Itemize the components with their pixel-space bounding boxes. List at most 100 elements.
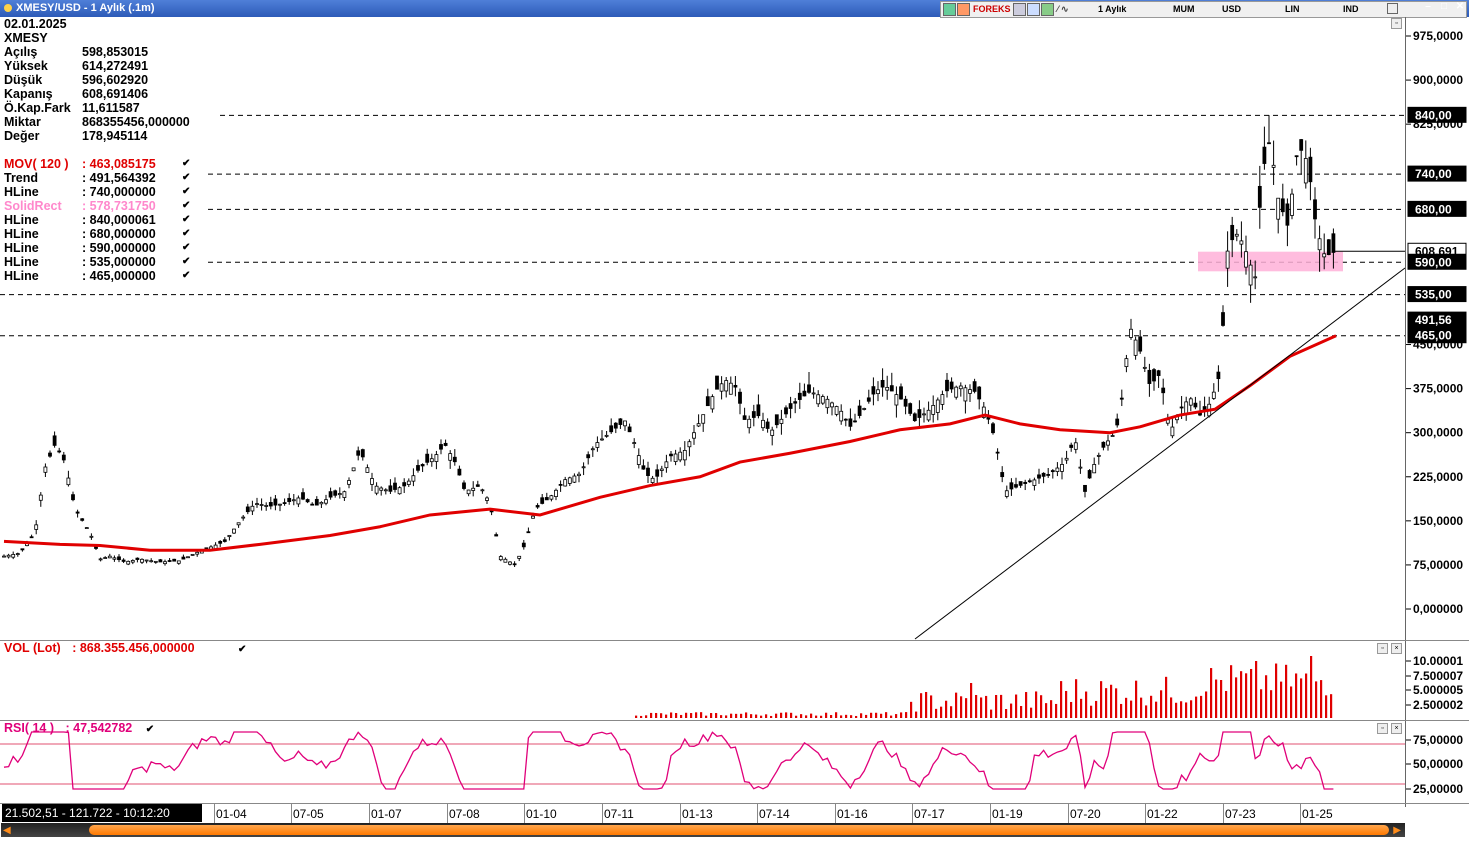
volume-bar bbox=[990, 709, 993, 718]
candle-body bbox=[788, 403, 793, 409]
candle-body bbox=[1027, 480, 1032, 483]
volume-label: VOL (Lot) : 868.355.456,000000 ✔ bbox=[4, 641, 246, 655]
draw-pencil-icon[interactable] bbox=[1041, 3, 1054, 16]
candle-body bbox=[544, 497, 549, 501]
volume-bar bbox=[800, 714, 803, 718]
candle-body bbox=[922, 413, 926, 416]
panel-divider-rsi[interactable] bbox=[0, 720, 1469, 721]
panel-divider-bottom bbox=[0, 803, 1469, 804]
close-icon[interactable]: ✕ bbox=[1455, 1, 1465, 12]
candle-body bbox=[1032, 479, 1037, 486]
indicator-value: : 680,000000 bbox=[82, 227, 156, 241]
candle-body bbox=[34, 524, 39, 530]
candle-body bbox=[1106, 440, 1110, 446]
volume-bar bbox=[980, 697, 983, 718]
rsi-tick-label: 75,00000 bbox=[1413, 733, 1463, 747]
scroll-left-icon[interactable]: ◀ bbox=[3, 825, 11, 836]
volume-bar bbox=[865, 714, 868, 718]
indicator-value: : 740,000000 bbox=[82, 185, 156, 199]
chart-settings-icon[interactable] bbox=[943, 3, 956, 16]
volume-bar bbox=[1050, 700, 1053, 718]
compare-icon[interactable] bbox=[1027, 3, 1040, 16]
candle-body bbox=[1069, 444, 1074, 448]
volume-bar bbox=[760, 715, 763, 718]
minimize-icon[interactable]: – bbox=[1425, 1, 1431, 12]
rsi-check-icon[interactable]: ✔ bbox=[145, 724, 155, 735]
candle-body bbox=[333, 490, 338, 496]
indicator-check-icon[interactable]: ✔ bbox=[182, 214, 191, 225]
candle-body bbox=[181, 556, 186, 560]
candle-body bbox=[1188, 398, 1193, 406]
indicator-check-icon[interactable]: ✔ bbox=[182, 186, 191, 197]
volume-panel-close-icon[interactable]: × bbox=[1391, 643, 1402, 654]
restore-icon[interactable]: □ bbox=[1440, 1, 1448, 12]
indicator-check-icon[interactable]: ✔ bbox=[182, 270, 191, 281]
candle-body bbox=[862, 408, 867, 410]
candle-body bbox=[43, 466, 48, 473]
candle-body bbox=[917, 409, 922, 418]
price-chart[interactable]: 975,0000900,0000825,0000450,0000375,0000… bbox=[0, 17, 1469, 807]
candle-body bbox=[347, 480, 351, 485]
candle-body bbox=[232, 528, 236, 534]
volume-bar bbox=[690, 713, 693, 718]
candle-body bbox=[494, 534, 499, 537]
indicator-check-icon[interactable]: ✔ bbox=[182, 158, 191, 169]
candle-body bbox=[66, 477, 71, 486]
main-panel-restore-icon[interactable]: ▫ bbox=[1391, 18, 1402, 29]
scroll-right-icon[interactable]: ▶ bbox=[1393, 825, 1401, 836]
volume-bar bbox=[900, 712, 903, 718]
volume-bar bbox=[710, 713, 713, 718]
time-tick bbox=[602, 804, 603, 823]
scroll-thumb[interactable] bbox=[89, 825, 1389, 835]
time-scrollbar[interactable]: ◀ ▶ bbox=[1, 823, 1405, 837]
info-key: Açılış bbox=[4, 45, 38, 59]
volume-bar bbox=[765, 714, 768, 718]
candle-body bbox=[926, 409, 931, 421]
time-tick bbox=[369, 804, 370, 823]
line-tool-icon[interactable]: ⁄ ∿ bbox=[1057, 4, 1069, 14]
info-key: Değer bbox=[4, 129, 40, 143]
scale-select[interactable]: LIN bbox=[1285, 4, 1300, 14]
volume-bar bbox=[720, 715, 723, 718]
indicator-check-icon[interactable]: ✔ bbox=[182, 200, 191, 211]
volume-bar bbox=[1215, 679, 1218, 718]
window-titlebar: XMESY/USD - 1 Aylık (.1m) FOREKS ⁄ ∿ 1 A… bbox=[0, 0, 1469, 18]
indicator-icon[interactable] bbox=[957, 3, 970, 16]
rsi-panel-close-icon[interactable]: × bbox=[1391, 723, 1402, 734]
indicator-check-icon[interactable]: ✔ bbox=[182, 242, 191, 253]
rsi-label: RSI( 14 ) : 47,542782 ✔ bbox=[4, 721, 154, 735]
candle-body bbox=[1216, 371, 1221, 380]
candle-body bbox=[11, 554, 16, 558]
indicator-select[interactable]: IND bbox=[1343, 4, 1359, 14]
candle-body bbox=[751, 411, 756, 418]
candle-body bbox=[954, 386, 959, 398]
indicator-check-icon[interactable]: ✔ bbox=[182, 228, 191, 239]
candle-body bbox=[1037, 474, 1041, 479]
collapse-icon[interactable] bbox=[1387, 3, 1398, 14]
candle-body bbox=[871, 386, 876, 395]
volume-panel-restore-icon[interactable]: ▫ bbox=[1377, 643, 1388, 654]
candle-body bbox=[558, 483, 563, 486]
volume-bar bbox=[750, 714, 753, 718]
volume-bar bbox=[1010, 703, 1013, 718]
grid-icon[interactable] bbox=[1013, 3, 1026, 16]
candle-body bbox=[457, 468, 462, 476]
price-tick-label: 0,000000 bbox=[1413, 602, 1463, 616]
panel-divider-volume[interactable] bbox=[0, 640, 1469, 641]
candle-body bbox=[687, 441, 692, 448]
currency-select[interactable]: USD bbox=[1222, 4, 1242, 14]
candle-body bbox=[2, 555, 6, 558]
candle-body bbox=[664, 461, 669, 469]
indicator-check-icon[interactable]: ✔ bbox=[182, 256, 191, 267]
time-tick bbox=[757, 804, 758, 823]
rsi-panel-restore-icon[interactable]: ▫ bbox=[1377, 723, 1388, 734]
price-tag-label: 491,56 bbox=[1415, 313, 1452, 327]
volume-bar bbox=[895, 714, 898, 718]
indicator-check-icon[interactable]: ✔ bbox=[182, 172, 191, 183]
volume-check-icon[interactable]: ✔ bbox=[238, 644, 247, 655]
time-tick-label: 07-14 bbox=[759, 807, 790, 821]
volume-bar bbox=[650, 712, 653, 718]
volume-bar bbox=[685, 712, 688, 718]
period-select[interactable]: 1 Aylık bbox=[1098, 4, 1127, 14]
bar-type-select[interactable]: MUM bbox=[1173, 4, 1195, 14]
